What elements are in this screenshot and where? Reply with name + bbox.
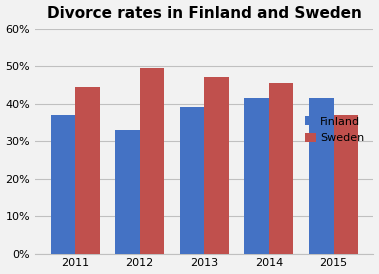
Bar bbox=[50, 115, 75, 253]
Bar bbox=[269, 83, 293, 253]
Legend: Finland, Sweden: Finland, Sweden bbox=[301, 113, 368, 147]
Bar bbox=[244, 98, 269, 253]
Bar bbox=[140, 68, 164, 253]
Bar bbox=[309, 98, 334, 253]
Bar bbox=[75, 87, 100, 253]
Bar bbox=[334, 115, 358, 253]
Bar bbox=[180, 107, 204, 253]
Bar bbox=[204, 77, 229, 253]
Title: Divorce rates in Finland and Sweden: Divorce rates in Finland and Sweden bbox=[47, 5, 362, 21]
Bar bbox=[115, 130, 140, 253]
